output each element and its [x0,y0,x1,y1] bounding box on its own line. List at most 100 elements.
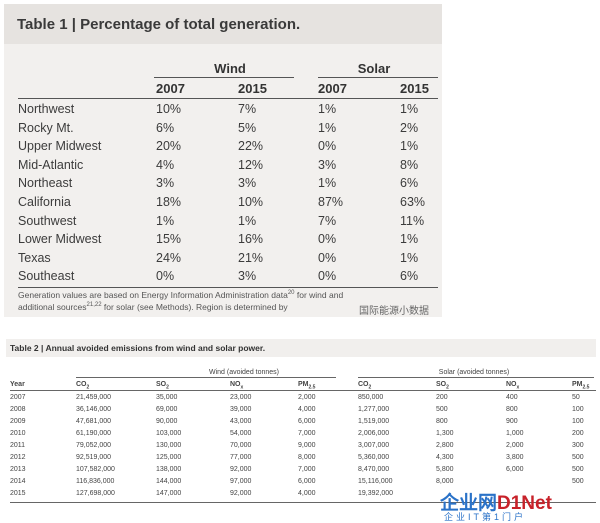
emissions-cell: 125,000 [156,454,182,461]
solar-2007-header: 2007 [318,81,347,96]
table-2-column-header: PM2.5 [572,381,590,391]
percentage-cell: 0% [318,250,337,265]
table-2-row: 2015 127,698,000 147,000 92,000 4,000 19,392,… [10,490,596,500]
emissions-cell: 92,000 [230,466,252,473]
emissions-cell: 15,116,000 [358,478,393,485]
emissions-cell: 100 [572,418,584,425]
table-2-title-band [6,339,596,357]
emissions-cell: 7,000 [298,430,316,437]
emissions-cell: 103,000 [156,430,182,437]
emissions-cell: 8,470,000 [358,466,390,473]
emissions-cell: 400 [506,394,518,401]
solar-2015-header: 2015 [400,81,429,96]
year-cell: 2015 [10,490,26,497]
emissions-cell: 147,000 [156,490,182,497]
percentage-cell: 1% [238,213,257,228]
emissions-cell: 200 [436,394,448,401]
table-2-column-header: CO2 [358,381,372,391]
percentage-cell: 1% [318,102,337,116]
table-1-row: Northwest 10% 7% 1% 1% [18,100,438,119]
region-label: Southeast [18,269,75,284]
percentage-cell: 3% [318,157,337,172]
table-2-row: 2013 107,582,000 138,000 92,000 7,000 8,470,0… [10,466,596,476]
table-2-bottom-rule [10,502,596,503]
table-2-row: 2010 61,190,000 103,000 54,000 7,000 2,006,00… [10,430,596,440]
emissions-cell: 200 [572,430,584,437]
year-cell: 2007 [10,394,26,401]
emissions-cell: 7,000 [298,466,316,473]
emissions-cell: 116,836,000 [76,478,115,485]
emissions-cell: 2,000 [506,442,524,449]
table-2-column-header: NOx [506,381,520,391]
emissions-cell: 43,000 [230,418,252,425]
percentage-cell: 63% [400,195,426,209]
percentage-cell: 1% [400,232,419,247]
region-label: Rocky Mt. [18,120,74,135]
emissions-cell: 47,681,000 [76,418,112,425]
solar-group-rule [318,77,438,78]
emissions-cell: 92,000 [230,490,252,497]
percentage-cell: 6% [156,120,175,135]
region-label: Northwest [18,102,75,116]
table-1-header-rule [18,98,438,99]
region-label: Texas [18,250,51,265]
percentage-cell: 2% [400,120,419,135]
solar-avoided-group-rule [358,377,594,378]
table-1-title-band [4,4,442,44]
emissions-cell: 69,000 [156,406,178,413]
percentage-cell: 15% [156,232,182,247]
table-2-column-header: PM2.5 [298,381,316,391]
percentage-cell: 87% [318,195,344,209]
wind-2007-header: 2007 [156,81,185,96]
region-label: Mid-Atlantic [18,157,84,172]
emissions-cell: 100 [572,406,584,413]
emissions-cell: 500 [572,454,584,461]
table-1-row: Upper Midwest 20% 22% 0% 1% [18,137,438,156]
emissions-cell: 9,000 [298,442,316,449]
table-2-row: 2009 47,681,000 90,000 43,000 6,000 1,519,000… [10,418,596,428]
table-1-row: California 18% 10% 87% 63% [18,193,438,212]
wechat-watermark: 国际能源小数据 [359,306,429,317]
percentage-cell: 1% [400,250,419,265]
table-2-header-rule [10,390,596,391]
year-cell: 2013 [10,466,26,473]
table-1-row: Northeast 3% 3% 1% 6% [18,174,438,193]
emissions-cell: 3,800 [506,454,524,461]
emissions-cell: 79,052,000 [76,442,112,449]
percentage-cell: 3% [156,176,175,191]
percentage-cell: 21% [238,250,264,265]
emissions-cell: 138,000 [156,466,182,473]
table-1-row: Rocky Mt. 6% 5% 1% 2% [18,119,438,138]
percentage-cell: 11% [400,213,425,228]
emissions-cell: 900 [506,418,518,425]
table-2-row: 2008 36,146,000 69,000 39,000 4,000 1,277,000… [10,406,596,416]
emissions-cell: 92,519,000 [76,454,112,461]
percentage-cell: 10% [238,195,264,209]
year-cell: 2010 [10,430,26,437]
table-2-column-header: Year [10,381,25,388]
emissions-cell: 2,006,000 [358,430,390,437]
emissions-cell: 8,000 [436,478,454,485]
emissions-cell: 50 [572,394,580,401]
percentage-cell: 1% [156,213,175,228]
emissions-cell: 1,519,000 [358,418,390,425]
table-1-bottom-rule [18,287,438,288]
table-2-panel: Table 2 | Annual avoided emissions from … [6,339,596,509]
emissions-cell: 21,459,000 [76,394,112,401]
emissions-cell: 1,277,000 [358,406,390,413]
emissions-cell: 4,000 [298,406,316,413]
year-cell: 2008 [10,406,26,413]
emissions-cell: 130,000 [156,442,182,449]
percentage-cell: 3% [238,176,257,191]
table-2-column-header: SO2 [436,381,449,391]
table-2-column-header: CO2 [76,381,90,391]
wind-2015-header: 2015 [238,81,267,96]
d1net-logo: 企业网D1Net [440,493,552,514]
emissions-cell: 5,800 [436,466,454,473]
emissions-cell: 35,000 [156,394,178,401]
emissions-cell: 1,300 [436,430,454,437]
wind-avoided-group-rule [76,377,336,378]
percentage-cell: 20% [156,139,182,154]
table-2-column-header: NOx [230,381,244,391]
emissions-cell: 4,000 [298,490,316,497]
